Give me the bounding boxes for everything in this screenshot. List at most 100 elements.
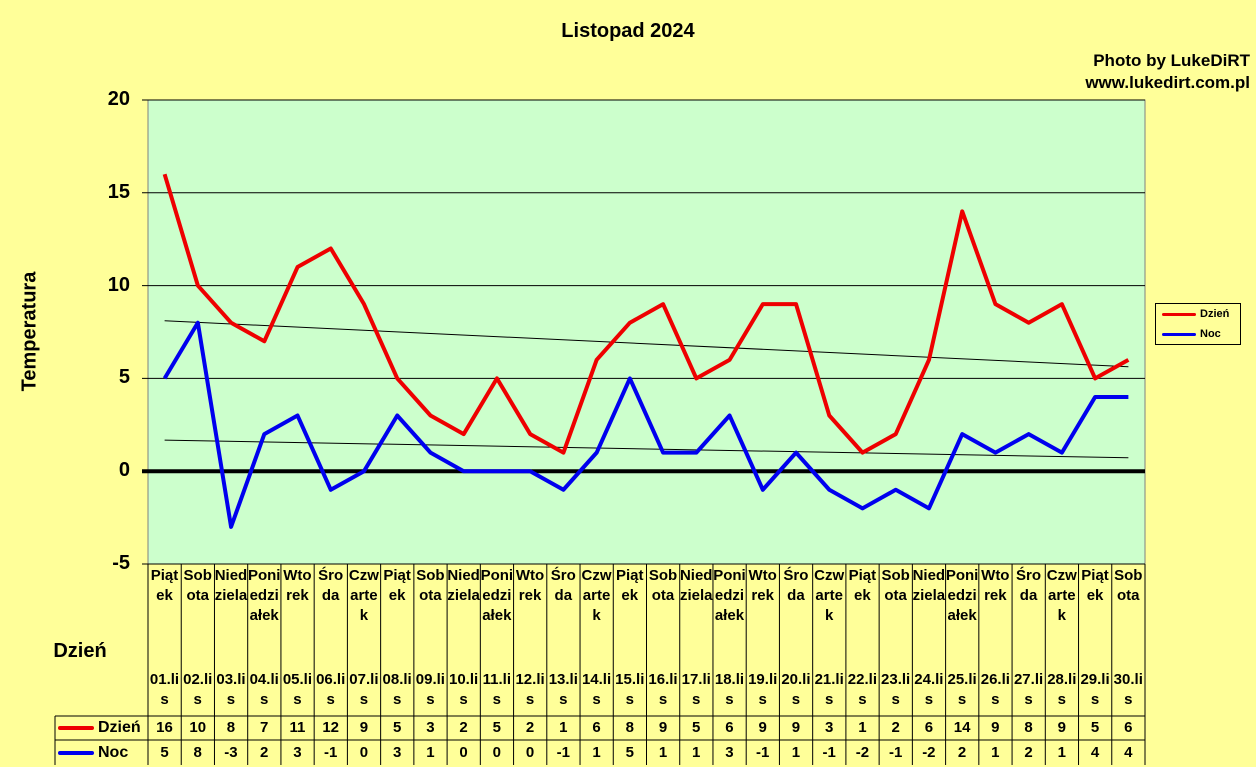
data-label-night: -1 [756,744,770,761]
date-label: 09.lis [415,671,445,708]
data-label-night: 1 [692,744,701,761]
x-tick-label: Niedziela 10.lis [447,566,480,708]
table-row-label: Dzień [58,716,141,740]
weekday-label: Piątek [848,567,877,604]
data-label-night: 0 [459,744,468,761]
data-label-day: 6 [1124,719,1133,736]
date-label: 14.lis [581,671,612,708]
data-label-night: 4 [1124,744,1133,761]
x-tick-label: Poniedziałek 04.lis [248,566,281,708]
data-label-night: 0 [525,744,535,761]
date-label: 30.lis [1113,671,1143,708]
date-label: 06.lis [316,671,346,708]
weekday-label: Wtorek [981,567,1010,604]
date-label: 29.lis [1080,671,1110,708]
data-label-night: 2 [957,744,967,761]
data-label-day: 9 [991,719,1000,736]
data-label-day: 2 [525,719,535,736]
legend-label-day: Dzień [1200,308,1230,320]
weekday-label: Wtorek [748,567,777,604]
series-line-night [162,320,1129,529]
data-label-night: 4 [1090,744,1100,761]
date-label: 17.lis [681,671,711,708]
date-label: 07.lis [349,671,379,708]
x-tick-label: Piątek 08.lis [381,566,414,708]
data-label-night: 1 [991,744,1000,761]
data-label-night: 2 [260,744,269,761]
data-label-night: 2 [1024,744,1033,761]
data-label-day: 2 [891,719,900,736]
x-tick-label: Niedziela 03.lis [214,566,248,708]
date-label: 08.lis [382,671,412,708]
y-tick-label: 15 [107,180,130,203]
date-label: 02.lis [183,671,213,708]
date-label: 19.lis [748,671,778,708]
weekday-label: Środa [318,567,344,604]
date-label: 27.lis [1013,671,1044,708]
watermark-line1: Photo by LukeDiRT [1093,51,1250,70]
data-label-night: -2 [855,744,870,761]
data-label-night: -1 [822,744,836,761]
x-tick-label: Czwartek 21.lis [813,566,846,708]
legend-item-night: Noc [1156,324,1240,344]
data-label-night: 1 [791,744,801,761]
weekday-label: Piątek [150,567,179,604]
data-label-night: -1 [556,744,570,761]
row-name: Dzień [98,719,141,736]
x-tick-label: Sobota 30.lis [1112,566,1145,708]
x-tick-label: Sobota 09.lis [414,566,447,708]
data-label-night: 3 [392,744,402,761]
data-label-day: 5 [1090,719,1100,736]
x-tick-label: Środa 06.lis [314,566,347,708]
weekday-label: Czwartek [814,567,845,624]
date-label: 16.lis [648,671,678,708]
data-label-night: 0 [492,744,501,761]
data-label-day: 16 [156,719,173,736]
data-label-day: 9 [359,719,369,736]
data-label-day: 2 [459,719,468,736]
data-label-day: 6 [924,719,934,736]
date-label: 28.lis [1047,671,1077,708]
data-label-day: 11 [289,719,306,736]
x-tick-label: Wtorek 05.lis [281,566,314,708]
date-label: 04.lis [249,671,279,708]
data-label-day: 1 [559,719,568,736]
date-label: 25.lis [947,671,977,708]
x-tick-label: Niedziela 17.lis [680,566,713,708]
row-name: Noc [98,744,129,761]
chart-title: Listopad 2024 [561,20,695,42]
weekday-label: Niedziela [912,567,946,604]
data-label-day: 9 [1057,719,1066,736]
date-label: 15.lis [615,671,645,708]
weekday-label: Sobota [648,567,678,604]
x-tick-label: Piątek 15.lis [613,566,646,708]
x-tick-label: Czwartek 07.lis [347,566,380,708]
date-label: 21.lis [814,671,844,708]
weekday-label: Sobota [1114,567,1143,604]
weekday-label: Niedziela [447,567,480,604]
date-label: 10.lis [449,671,479,708]
x-tick-label: Czwartek 28.lis [1045,566,1078,708]
x-tick-label: Sobota 23.lis [879,566,912,708]
weekday-label: Czwartek [1046,567,1077,624]
x-tick-label: Piątek 29.lis [1079,566,1112,708]
data-label-day: 3 [426,719,435,736]
y-tick-label: -5 [112,552,130,574]
x-tick-label: Sobota 16.lis [647,566,680,708]
data-label-night: -2 [922,744,936,761]
data-label-day: 5 [692,719,701,736]
x-tick-label: Poniedziałek 18.lis [713,566,746,708]
date-label: 01.lis [149,671,180,708]
x-tick-label: Wtorek 12.lis [514,566,547,708]
y-tick-label: 0 [118,459,130,482]
x-tick-label: Czwartek 14.lis [580,566,613,708]
data-label-day: 5 [392,719,402,736]
trendline-day [164,320,1129,368]
y-tick-label: 20 [107,88,130,110]
date-label: 05.lis [282,671,313,708]
legend-item-day: Dzień [1156,304,1240,324]
y-tick-label: 10 [107,273,130,296]
weekday-label: Poniedziałek [945,567,979,624]
data-label-day: 8 [625,719,634,736]
date-label: 26.lis [980,671,1010,708]
